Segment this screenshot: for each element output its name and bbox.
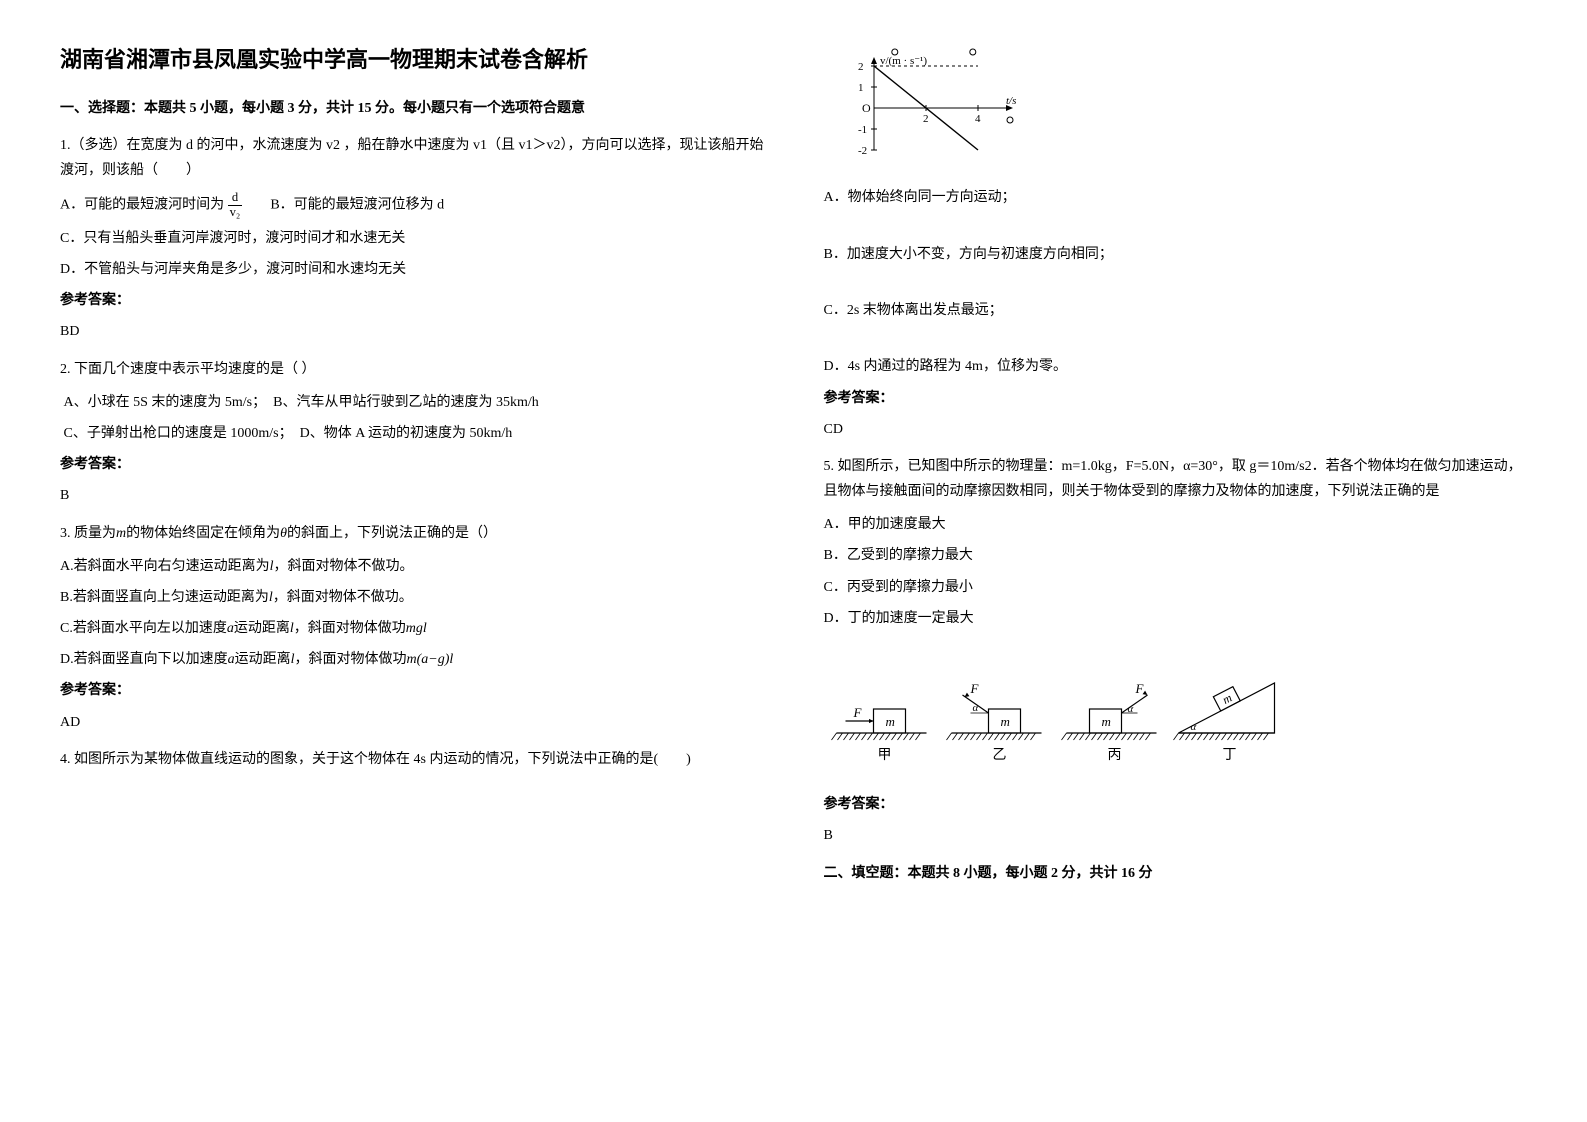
q5-optA: A．甲的加速度最大	[824, 512, 1528, 537]
svg-text:α: α	[1190, 721, 1196, 733]
q3-optA-pre: A.若斜面水平向右匀速运动距离为	[60, 559, 270, 574]
frac-num: d	[228, 191, 243, 206]
q5-optC: C．丙受到的摩擦力最小	[824, 575, 1528, 600]
q3-optB-post: ，斜面对物体不做功。	[273, 590, 413, 605]
svg-text:m: m	[885, 714, 894, 729]
section2-title: 二、填空题：本题共 8 小题，每小题 2 分，共计 16 分	[824, 861, 1528, 886]
q3-optD-work: m(a−g)l	[407, 652, 454, 667]
fraction: d v₂	[228, 191, 243, 220]
q5-optD: D．丁的加速度一定最大	[824, 606, 1528, 631]
svg-text:4: 4	[975, 113, 981, 125]
q4-graph: v/(m · s⁻¹) t/s O 2 4 -2 -1 1 2	[844, 48, 1024, 168]
q3-stem-pre: 3. 质量为	[60, 526, 116, 541]
q1-optA: A．可能的最短渡河时间为 d v₂ B．可能的最短渡河位移为 d	[60, 191, 764, 220]
svg-text:丁: 丁	[1222, 748, 1236, 763]
q1-answer: BD	[60, 319, 764, 344]
frac-den: v₂	[228, 206, 243, 220]
q3-optB: B.若斜面竖直向上匀速运动距离为l，斜面对物体不做功。	[60, 585, 764, 610]
q2-optCD: C、子弹射出枪口的速度是 1000m/s； D、物体 A 运动的初速度为 50k…	[60, 421, 764, 446]
q5-answer: B	[824, 823, 1528, 848]
q4-stem: 4. 如图所示为某物体做直线运动的图象，关于这个物体在 4s 内运动的情况，下列…	[60, 747, 764, 772]
q3-answer-label: 参考答案：	[60, 678, 764, 703]
q3-stem-mid1: 的物体始终固定在倾角为	[126, 526, 280, 541]
q3-optD-a: a	[228, 652, 235, 667]
q2-answer: B	[60, 483, 764, 508]
q3-stem: 3. 质量为m的物体始终固定在倾角为θ的斜面上，下列说法正确的是（）	[60, 521, 764, 546]
svg-text:-1: -1	[858, 124, 867, 136]
q2-optB: B、汽车从甲站行驶到乙站的速度为 35km/h	[273, 395, 539, 410]
section1-title: 一、选择题：本题共 5 小题，每小题 3 分，共计 15 分。每小题只有一个选项…	[60, 96, 764, 121]
svg-text:F: F	[852, 705, 862, 720]
q3-optD-post: ，斜面对物体做功	[295, 652, 407, 667]
q3-stem-post: 的斜面上，下列说法正确的是（）	[287, 526, 497, 541]
q3-optD-mid: 运动距离	[235, 652, 291, 667]
q2-optD: D、物体 A 运动的初速度为 50km/h	[300, 426, 513, 441]
svg-text:丙: 丙	[1107, 748, 1121, 763]
q4-optD: D．4s 内通过的路程为 4m，位移为零。	[824, 354, 1528, 379]
q3-optC-work: mgl	[406, 621, 427, 636]
q2-optAB: A、小球在 5S 末的速度为 5m/s； B、汽车从甲站行驶到乙站的速度为 35…	[60, 390, 764, 415]
q3-optC-a: a	[227, 621, 234, 636]
q3-optD: D.若斜面竖直向下以加速度a运动距离l，斜面对物体做功m(a−g)l	[60, 647, 764, 672]
q3-optB-pre: B.若斜面竖直向上匀速运动距离为	[60, 590, 269, 605]
svg-text:α: α	[1127, 703, 1133, 715]
svg-text:F: F	[969, 681, 979, 696]
q3-answer: AD	[60, 710, 764, 735]
q1-optD: D．不管船头与河岸夹角是多少，渡河时间和水速均无关	[60, 257, 764, 282]
q4-optC: C．2s 末物体离出发点最远；	[824, 298, 1528, 323]
q3-optC-pre: C.若斜面水平向左以加速度	[60, 621, 227, 636]
q3-optA-post: ，斜面对物体不做功。	[274, 559, 414, 574]
right-column: v/(m · s⁻¹) t/s O 2 4 -2 -1 1 2 A．物体始终向同一方向运动； B…	[824, 40, 1528, 898]
q1-optC: C．只有当船头垂直河岸渡河时，渡河时间才和水速无关	[60, 226, 764, 251]
svg-text:1: 1	[858, 82, 864, 94]
svg-text:α: α	[972, 702, 978, 714]
svg-text:t/s: t/s	[1006, 95, 1016, 107]
svg-text:v/(m · s⁻¹): v/(m · s⁻¹)	[880, 55, 927, 67]
svg-text:F: F	[1134, 681, 1144, 696]
q3-m: m	[116, 526, 126, 541]
svg-text:m: m	[1101, 714, 1110, 729]
q1-optA-pre: A．可能的最短渡河时间为	[60, 198, 224, 213]
q3-optA: A.若斜面水平向右匀速运动距离为l，斜面对物体不做功。	[60, 554, 764, 579]
svg-text:2: 2	[923, 113, 929, 125]
q1-optB: B．可能的最短渡河位移为 d	[270, 198, 444, 213]
page-title: 湖南省湘潭市县凤凰实验中学高一物理期末试卷含解析	[60, 40, 764, 80]
q1-answer-label: 参考答案：	[60, 288, 764, 313]
q3-optC-post: ，斜面对物体做功	[294, 621, 406, 636]
svg-text:甲: 甲	[877, 748, 891, 763]
q3-optD-pre: D.若斜面竖直向下以加速度	[60, 652, 228, 667]
q3-optC: C.若斜面水平向左以加速度a运动距离l，斜面对物体做功mgl	[60, 616, 764, 641]
left-column: 湖南省湘潭市县凤凰实验中学高一物理期末试卷含解析 一、选择题：本题共 5 小题，…	[60, 40, 764, 898]
q5-answer-label: 参考答案：	[824, 792, 1528, 817]
q2-stem: 2. 下面几个速度中表示平均速度的是（ ）	[60, 357, 764, 382]
q2-optC: C、子弹射出枪口的速度是 1000m/s；	[64, 426, 293, 441]
q3-optC-mid: 运动距离	[234, 621, 290, 636]
q4-optA: A．物体始终向同一方向运动；	[824, 185, 1528, 210]
q2-optA: A、小球在 5S 末的速度为 5m/s；	[64, 395, 267, 410]
svg-text:O: O	[862, 101, 871, 115]
q4-answer-label: 参考答案：	[824, 386, 1528, 411]
q4-answer: CD	[824, 417, 1528, 442]
svg-text:-2: -2	[858, 145, 867, 157]
svg-text:乙: 乙	[992, 747, 1006, 763]
svg-text:m: m	[1000, 714, 1009, 729]
q5-stem: 5. 如图所示，已知图中所示的物理量：m=1.0kg，F=5.0N，α=30°，…	[824, 454, 1528, 504]
q5-diagram: mF甲mαF乙mαF丙mα丁	[824, 647, 1284, 767]
q4-optB: B．加速度大小不变，方向与初速度方向相同；	[824, 242, 1528, 267]
q5-optB: B．乙受到的摩擦力最大	[824, 543, 1528, 568]
q1-stem: 1.（多选）在宽度为 d 的河中，水流速度为 v2 ，船在静水中速度为 v1（且…	[60, 133, 764, 183]
q2-answer-label: 参考答案：	[60, 452, 764, 477]
q3-theta: θ	[280, 526, 287, 541]
svg-text:2: 2	[858, 61, 864, 73]
